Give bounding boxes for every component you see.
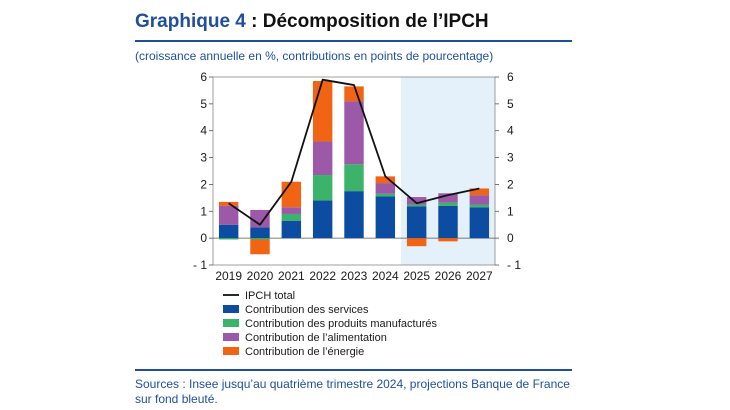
y-tick-label-right: - 1	[507, 258, 521, 272]
legend-label-energie: Contribution de l’énergie	[245, 346, 364, 358]
bar-services-2023	[344, 191, 364, 239]
line-ipch-total	[228, 78, 480, 226]
bar-alimentation-2022	[312, 141, 333, 176]
bar-alimentation-2024	[375, 183, 396, 194]
legend-swatch-alimentation	[223, 333, 239, 341]
bar-services-2021	[281, 220, 302, 239]
y-tick-label-right: 1	[507, 204, 514, 218]
y-tick-label-right: 4	[507, 124, 514, 138]
bar-manufactures-2024	[375, 193, 396, 197]
chart-subtitle: (croissance annuelle en %, contributions…	[135, 49, 494, 63]
bar-energie-2022	[312, 81, 333, 142]
bar-energie-2023	[344, 86, 364, 102]
bar-energie-2025	[406, 238, 427, 247]
bar-manufactures-2022	[312, 175, 333, 201]
bar-manufactures-2023	[344, 164, 364, 192]
bar-manufactures-2020	[250, 238, 270, 240]
y-tick-label-left: 2	[200, 177, 207, 191]
bar-energie-2027	[469, 188, 490, 196]
bar-manufactures-2027	[469, 204, 490, 208]
bar-manufactures-2026	[438, 202, 458, 206]
bar-manufactures-2021	[281, 213, 302, 221]
y-tick-label-left: - 1	[193, 258, 207, 272]
y-tick-label-right: 6	[507, 70, 514, 84]
plot-frame	[212, 76, 496, 266]
legend-swatch-energie	[223, 347, 239, 355]
chart-title-number: Graphique 4	[135, 11, 246, 32]
legend-label-manufactures: Contribution des produits manufacturés	[245, 318, 437, 330]
bar-services-2025	[406, 206, 427, 239]
x-tick-label: 2021	[278, 269, 305, 283]
legend-label-ipch-total: IPCH total	[245, 290, 295, 302]
y-tick-label-right: 3	[507, 151, 514, 165]
y-tick-label-left: 0	[200, 231, 207, 245]
y-tick-label-right: 5	[507, 97, 514, 111]
bar-alimentation-2020	[250, 209, 270, 228]
x-tick-label: 2024	[372, 269, 399, 283]
title-rule	[135, 40, 572, 42]
x-tick-label: 2023	[341, 269, 368, 283]
x-tick-label: 2025	[403, 269, 430, 283]
x-tick-label: 2019	[215, 269, 242, 283]
y-tick-label-left: 3	[200, 151, 207, 165]
y-tick-label-right: 2	[507, 177, 514, 191]
sources-note: Sources : Insee jusqu’au quatrième trime…	[135, 377, 570, 406]
bar-alimentation-2023	[344, 101, 364, 165]
y-tick-label-left: 4	[200, 124, 207, 138]
x-tick-label: 2027	[466, 269, 493, 283]
bar-energie-2026	[438, 238, 458, 242]
bar-alimentation-2021	[281, 207, 302, 214]
x-tick-label: 2026	[435, 269, 462, 283]
y-tick-label-right: 0	[507, 231, 514, 245]
legend-swatch-manufactures	[223, 319, 239, 327]
bar-manufactures-2019	[218, 238, 239, 240]
bar-energie-2021	[281, 181, 302, 208]
x-tick-label: 2020	[247, 269, 274, 283]
chart-title-text: : Décomposition de l’IPCH	[245, 11, 489, 32]
footer-rule	[135, 369, 572, 371]
legend-label-alimentation: Contribution de l’alimentation	[245, 332, 387, 344]
bar-alimentation-2019	[218, 205, 239, 225]
bar-services-2026	[438, 205, 458, 239]
y-tick-label-left: 6	[200, 70, 207, 84]
bar-services-2020	[250, 227, 270, 239]
bar-services-2019	[218, 224, 239, 239]
y-tick-label-left: 1	[200, 204, 207, 218]
chart-title: Graphique 4 : Décomposition de l’IPCH	[135, 11, 489, 33]
bar-alimentation-2026	[438, 193, 458, 203]
legend-swatch-services	[223, 305, 239, 313]
chart-canvas: 6 6 5 5 4 4 3 3 2 2 1 1 0 0 - 1 - 1 2019 2020 2021 2022 2023…	[193, 70, 521, 358]
bar-manufactures-2025	[406, 204, 427, 207]
x-tick-label: 2022	[309, 269, 336, 283]
bar-services-2027	[469, 207, 490, 239]
bar-energie-2020	[250, 239, 270, 255]
legend-label-services: Contribution des services	[245, 304, 369, 316]
bar-services-2022	[312, 200, 333, 239]
y-tick-label-left: 5	[200, 97, 207, 111]
bar-alimentation-2027	[469, 195, 490, 205]
bar-services-2024	[375, 196, 396, 239]
bar-energie-2024	[375, 176, 396, 184]
bar-alimentation-2025	[406, 197, 427, 205]
